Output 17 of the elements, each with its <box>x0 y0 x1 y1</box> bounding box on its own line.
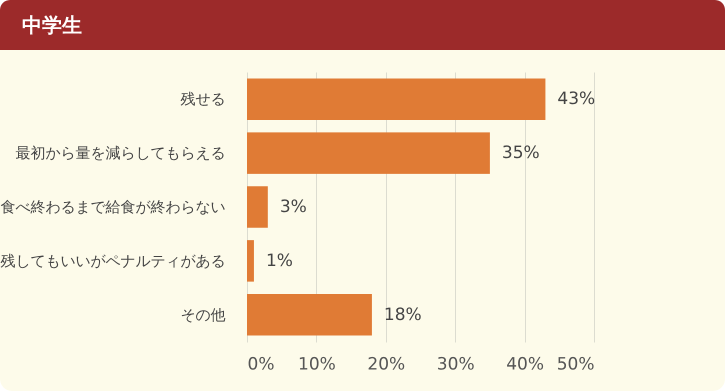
data-label: 43% <box>557 89 596 110</box>
data-label: 35% <box>502 143 540 164</box>
data-label: 3% <box>280 197 307 217</box>
data-label: 18% <box>384 304 422 325</box>
x-tick-label: 50% <box>556 354 594 374</box>
x-tick-label: 0% <box>248 354 274 374</box>
y-tick-label: 残せる <box>180 90 226 108</box>
x-tick-label: 30% <box>436 354 475 374</box>
y-tick-label: 食べ終わるまで給食が終わらない <box>0 198 226 216</box>
x-tick-label: 40% <box>506 354 544 374</box>
text: 中学生 <box>0 0 725 50</box>
data-label: 1% <box>266 250 293 271</box>
y-tick-label: その他 <box>180 306 226 324</box>
y-tick-label: 残してもいいがペナルティがある <box>0 252 226 270</box>
x-tick-label: 10% <box>298 354 336 374</box>
x-tick-label: 20% <box>367 354 406 374</box>
y-tick-label: 最初から量を減らしてもらえる <box>16 144 226 162</box>
